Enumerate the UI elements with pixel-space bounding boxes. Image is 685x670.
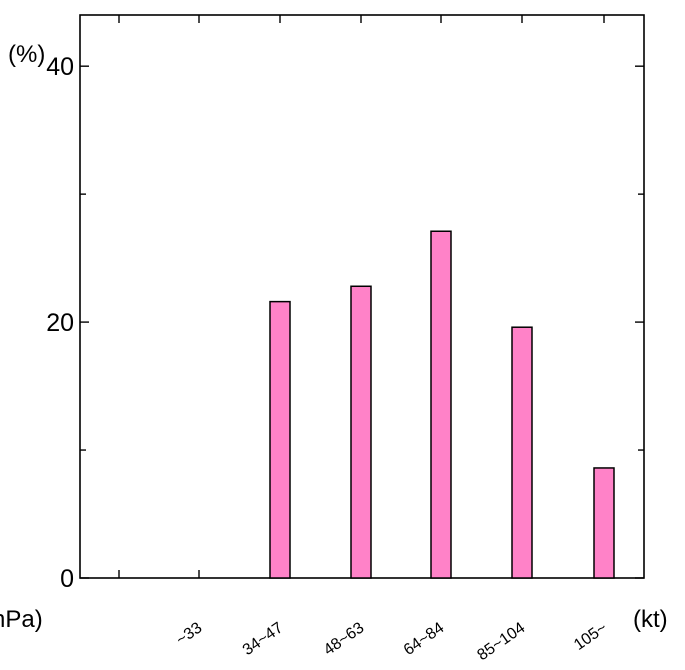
x-tick-label: 85~104 [474,619,528,664]
x-tick-label: 34~47 [240,619,287,659]
bar [593,467,615,579]
x-tick-label: ~33 [173,619,205,649]
x-tick-label: 105~ [571,619,610,654]
y-tick-label: 40 [46,53,74,81]
bar [269,300,291,579]
bar [350,285,372,579]
y-tick-label: 0 [60,565,74,593]
x-axis-left-unit-label: hPa) [0,606,43,633]
y-axis-unit-label: (%) [8,41,45,68]
bar [511,326,533,579]
y-tick-label: 20 [46,309,74,337]
x-tick-label: 64~84 [401,619,448,659]
bars [269,230,615,579]
x-tick-label: 48~63 [321,619,368,659]
labels: (%) (kt) hPa) 0 20 40 ~33 34~47 48~63 64~84 85~… [0,41,668,664]
x-axis-unit-label: (kt) [633,606,668,633]
bar [430,230,452,579]
